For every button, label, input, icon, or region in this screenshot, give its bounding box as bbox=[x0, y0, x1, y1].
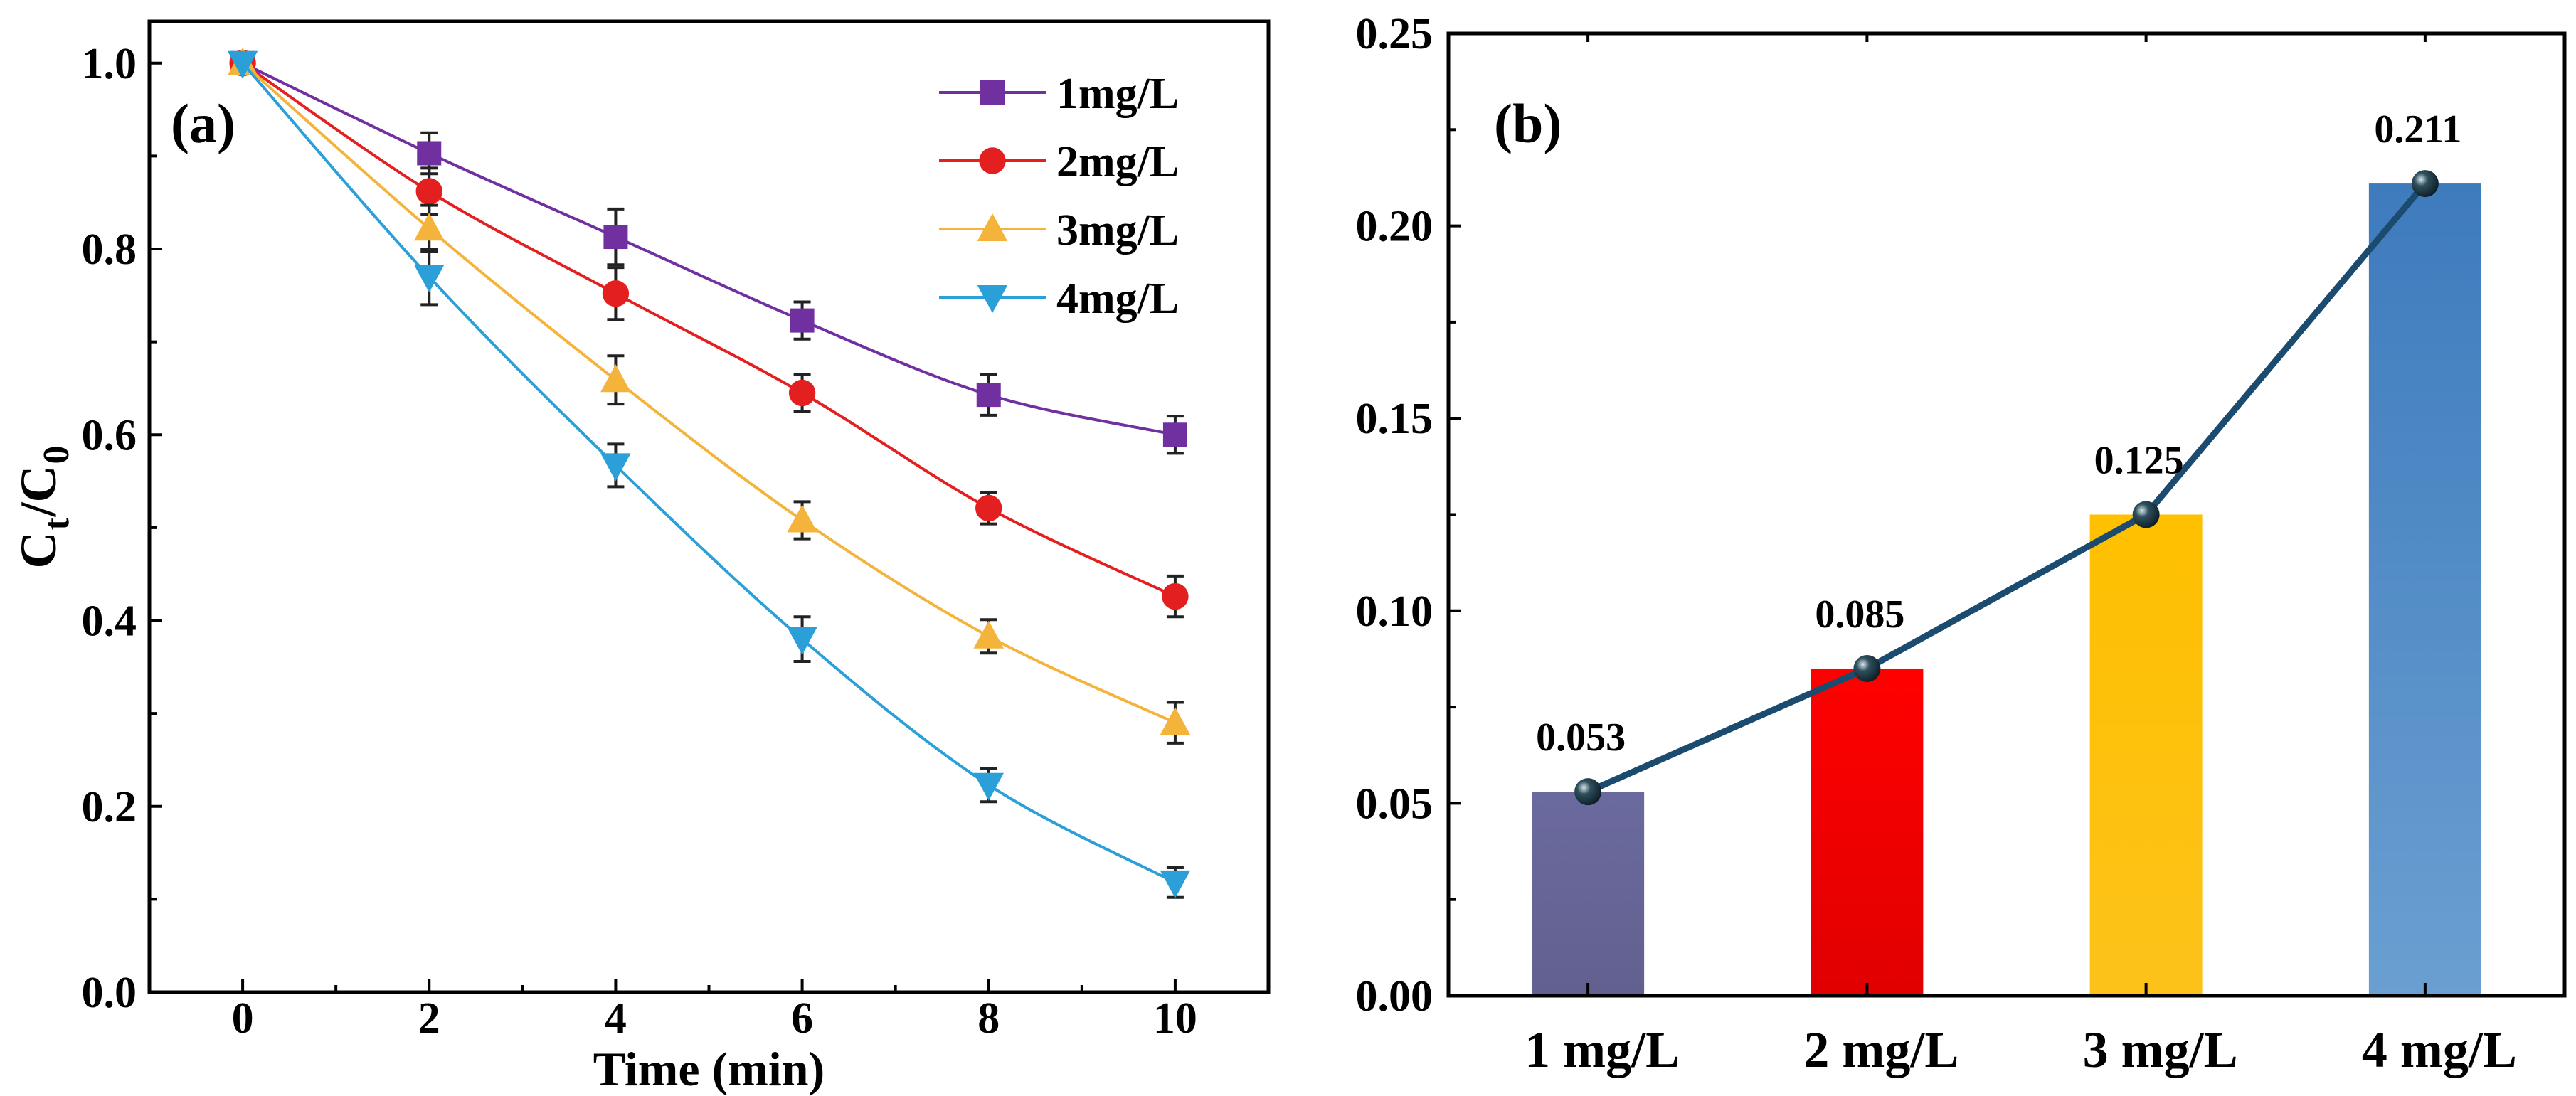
y-tick-label: 0.20 bbox=[1356, 203, 1433, 251]
x-tick-label: 4 bbox=[605, 994, 627, 1043]
legend-item: 4mg/L bbox=[939, 275, 1179, 323]
triangle-up-marker bbox=[1160, 707, 1191, 735]
triangle-up-marker bbox=[600, 364, 631, 393]
square-marker bbox=[1162, 422, 1187, 447]
triangle-down-marker bbox=[227, 50, 258, 79]
triangle-up-marker bbox=[973, 620, 1004, 649]
circle-marker bbox=[788, 379, 816, 407]
panel-a-chart: 0.0 0.2 0.4 0.6 0.8 1.0 0 2 4 6 8 10 Time (min) Ct/C 0… bbox=[10, 19, 1271, 1096]
x-category-label: 2 mg/L bbox=[1803, 1021, 1958, 1078]
triangle-down-marker bbox=[973, 772, 1004, 801]
bar-1 bbox=[1532, 792, 1645, 996]
y-axis-label-sub-t: t bbox=[36, 518, 77, 531]
data-label: 0.053 bbox=[1536, 715, 1626, 760]
legend-label: 3mg/L bbox=[1056, 206, 1179, 255]
series-1mg-L bbox=[230, 50, 1187, 455]
bar-2 bbox=[1811, 668, 1924, 996]
triangle-down-marker bbox=[787, 627, 817, 655]
data-point bbox=[1574, 778, 1602, 806]
y-tick-label: 0.15 bbox=[1356, 395, 1433, 443]
legend-item: 2mg/L bbox=[939, 138, 1179, 186]
y-tick-label: 0.25 bbox=[1356, 10, 1433, 58]
circle-marker bbox=[975, 494, 1002, 522]
data-label: 0.125 bbox=[2094, 439, 2184, 483]
series-3mg-L bbox=[227, 47, 1191, 745]
data-point bbox=[2132, 501, 2160, 528]
square-marker bbox=[417, 141, 442, 166]
panel-label-b: (b) bbox=[1494, 92, 1562, 154]
y-tick-label: 0.00 bbox=[1356, 972, 1433, 1021]
y-axis-label-slash-c: /C bbox=[10, 466, 67, 518]
x-category-label: 1 mg/L bbox=[1525, 1021, 1680, 1078]
circle-marker bbox=[979, 147, 1006, 174]
panel-label-a: (a) bbox=[171, 92, 235, 154]
x-axis-label: Time (min) bbox=[593, 1042, 825, 1096]
y-tick-label: 1.0 bbox=[82, 40, 137, 88]
legend-item: 3mg/L bbox=[939, 206, 1179, 255]
trend-line bbox=[1586, 181, 2428, 795]
triangle-up-marker bbox=[977, 213, 1008, 241]
y-tick-label: 0.10 bbox=[1356, 587, 1433, 636]
series-line bbox=[242, 61, 1176, 437]
series-line bbox=[241, 62, 1176, 725]
legend-label: 2mg/L bbox=[1056, 138, 1179, 186]
x-tick-label: 8 bbox=[977, 994, 1000, 1043]
y-axis-label-main: C bbox=[10, 532, 67, 569]
triangle-down-marker bbox=[977, 285, 1008, 314]
triangle-up-marker bbox=[787, 504, 817, 533]
bar-3 bbox=[2089, 514, 2203, 996]
legend-label: 4mg/L bbox=[1056, 275, 1179, 323]
data-label: 0.211 bbox=[2374, 107, 2461, 151]
legend-label: 1mg/L bbox=[1056, 70, 1179, 118]
data-point bbox=[2411, 170, 2439, 198]
legend-item: 1mg/L bbox=[939, 70, 1179, 118]
x-tick-label: 10 bbox=[1153, 994, 1197, 1043]
x-tick-label: 6 bbox=[791, 994, 813, 1043]
bar-4 bbox=[2368, 183, 2481, 996]
y-axis-label: Ct/C 0 bbox=[10, 446, 77, 569]
circle-marker bbox=[602, 280, 630, 307]
y-tick-label: 0.2 bbox=[82, 783, 137, 831]
series-line bbox=[241, 62, 1176, 884]
triangle-down-marker bbox=[414, 265, 445, 293]
y-tick-label: 0.0 bbox=[82, 969, 137, 1017]
y-axis-label-sub-0: 0 bbox=[36, 446, 77, 464]
square-marker bbox=[976, 383, 1001, 408]
y-tick-label: 0.4 bbox=[82, 597, 137, 646]
square-marker bbox=[980, 80, 1005, 105]
y-tick-label: 0.6 bbox=[82, 411, 137, 459]
square-marker bbox=[790, 308, 815, 333]
y-tick-label: 0.05 bbox=[1356, 780, 1433, 828]
triangle-down-marker bbox=[600, 453, 631, 482]
series-2mg-L bbox=[229, 50, 1189, 619]
panel-b-chart: 0.00 0.05 0.10 0.15 0.20 0.25 1 mg/L 2 mg/L 3 mg… bbox=[1356, 10, 2567, 1078]
x-category-label: 3 mg/L bbox=[2083, 1021, 2238, 1078]
data-label: 0.085 bbox=[1815, 592, 1904, 637]
x-category-label: 4 mg/L bbox=[2362, 1021, 2517, 1078]
data-point bbox=[1853, 654, 1881, 682]
series-4mg-L bbox=[227, 50, 1191, 899]
square-marker bbox=[603, 225, 628, 250]
circle-marker bbox=[415, 178, 442, 205]
x-tick-label: 2 bbox=[418, 994, 440, 1043]
triangle-down-marker bbox=[1160, 870, 1191, 898]
circle-marker bbox=[1162, 582, 1189, 610]
y-tick-label: 0.8 bbox=[82, 225, 137, 274]
series-line bbox=[241, 62, 1176, 598]
triangle-up-marker bbox=[414, 213, 445, 241]
x-tick-label: 0 bbox=[232, 994, 254, 1043]
